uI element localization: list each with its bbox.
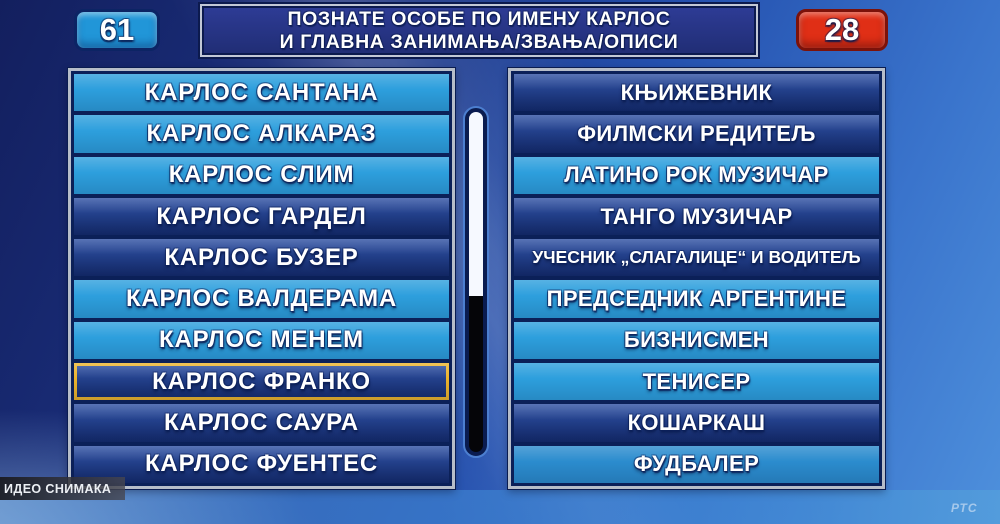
occupation-row-2[interactable]: ФИЛМСКИ РЕДИТЕЉ	[514, 115, 879, 153]
name-row-label: КАРЛОС ВАЛДЕРАМА	[125, 285, 398, 313]
names-panel: КАРЛОС САНТАНА КАРЛОС АЛКАРАЗ КАРЛОС СЛИМ К…	[68, 68, 455, 489]
occupation-row-7[interactable]: БИЗНИСМЕН	[514, 321, 879, 360]
occupation-row-5[interactable]: УЧЕСНИК „СЛАГАЛИЦЕ“ И ВОДИТЕЉ	[514, 239, 879, 277]
score-right-badge: 28	[796, 9, 888, 51]
name-row-8[interactable]: КАРЛОС ФРАНКО	[74, 363, 449, 401]
name-row-6[interactable]: КАРЛОС ВАЛДЕРАМА	[74, 280, 449, 318]
rts-logo: РТС	[951, 501, 978, 515]
name-row-label: КАРЛОС САНТАНА	[144, 78, 379, 106]
name-row-label: КАРЛОС МЕНЕМ	[159, 326, 364, 354]
name-row-4[interactable]: КАРЛОС ГАРДЕЛ	[74, 197, 449, 236]
occupation-row-4[interactable]: ТАНГО МУЗИЧАР	[514, 197, 879, 236]
occupation-row-3[interactable]: ЛАТИНО РОК МУЗИЧАР	[514, 156, 879, 194]
occupation-row-8[interactable]: ТЕНИСЕР	[514, 363, 879, 401]
name-row-label: КАРЛОС ГАРДЕЛ	[156, 202, 367, 230]
score-left-value: 61	[99, 12, 135, 47]
name-row-label: КАРЛОС ФУЕНТЕС	[144, 450, 379, 478]
name-row-label: КАРЛОС ФРАНКО	[152, 367, 371, 395]
timer-elapsed-fill	[469, 295, 483, 452]
video-label-badge: ИДЕО СНИМАКА	[0, 477, 126, 500]
score-right-value: 28	[824, 12, 860, 47]
name-row-1[interactable]: КАРЛОС САНТАНА	[74, 74, 449, 112]
name-row-10[interactable]: КАРЛОС ФУЕНТЕС	[74, 445, 449, 483]
occupation-row-label: ПРЕДСЕДНИК АРГЕНТИНЕ	[546, 286, 847, 312]
occupation-row-label: КОШАРКАШ	[627, 410, 766, 436]
occupation-row-label: ФИЛМСКИ РЕДИТЕЉ	[577, 120, 816, 146]
occupation-row-label: ТЕНИСЕР	[642, 368, 751, 394]
score-left-badge: 61	[74, 9, 160, 51]
rts-logo-text: РТС	[951, 501, 978, 515]
name-row-label: КАРЛОС СЛИМ	[168, 161, 355, 189]
occupation-row-label: КЊИЖЕВНИК	[620, 79, 773, 105]
occupation-row-6[interactable]: ПРЕДСЕДНИК АРГЕНТИНЕ	[514, 280, 879, 318]
occupation-row-10[interactable]: ФУДБАЛЕР	[514, 445, 879, 483]
timer-bar	[463, 106, 489, 458]
name-row-2[interactable]: КАРЛОС АЛКАРАЗ	[74, 115, 449, 153]
question-title-line2: И ГЛАВНА ЗАНИМАЊА/ЗВАЊА/ОПИСИ	[279, 30, 679, 53]
occupation-row-label: ТАНГО МУЗИЧАР	[600, 203, 793, 229]
occupation-row-label: ФУДБАЛЕР	[633, 451, 760, 477]
occupation-row-label: ЛАТИНО РОК МУЗИЧАР	[564, 162, 829, 188]
name-row-9[interactable]: КАРЛОС САУРА	[74, 404, 449, 442]
timer-remaining-fill	[469, 112, 483, 296]
video-label-text: ИДЕО СНИМАКА	[4, 481, 112, 496]
occupation-row-label: БИЗНИСМЕН	[623, 327, 770, 353]
occupations-panel: КЊИЖЕВНИК ФИЛМСКИ РЕДИТЕЉ ЛАТИНО РОК МУЗИЧ…	[508, 68, 885, 489]
question-title-box: ПОЗНАТЕ ОСОБЕ ПО ИМЕНУ КАРЛОС И ГЛАВНА З…	[200, 4, 758, 57]
occupation-row-9[interactable]: КОШАРКАШ	[514, 404, 879, 442]
question-title-line1: ПОЗНАТЕ ОСОБЕ ПО ИМЕНУ КАРЛОС	[287, 7, 671, 30]
occupation-row-1[interactable]: КЊИЖЕВНИК	[514, 74, 879, 112]
occupation-row-label: УЧЕСНИК „СЛАГАЛИЦЕ“ И ВОДИТЕЉ	[532, 247, 861, 268]
name-row-label: КАРЛОС БУЗЕР	[164, 243, 359, 271]
name-row-label: КАРЛОС АЛКАРАЗ	[146, 119, 377, 147]
name-row-7[interactable]: КАРЛОС МЕНЕМ	[74, 321, 449, 360]
name-row-3[interactable]: КАРЛОС СЛИМ	[74, 156, 449, 194]
name-row-label: КАРЛОС САУРА	[164, 409, 359, 437]
background-bottom-strip	[0, 490, 1000, 524]
name-row-5[interactable]: КАРЛОС БУЗЕР	[74, 239, 449, 277]
